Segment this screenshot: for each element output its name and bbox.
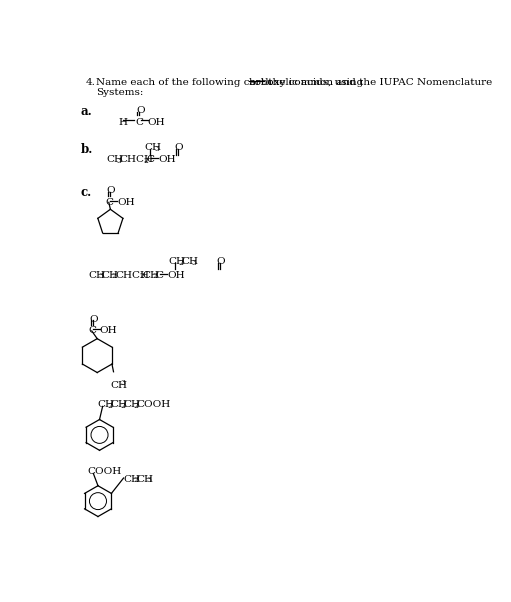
Text: 2: 2 (139, 273, 144, 281)
Text: the common and the IUPAC Nomenclature: the common and the IUPAC Nomenclature (265, 78, 492, 87)
Text: O: O (106, 186, 115, 195)
Text: 2: 2 (107, 402, 112, 410)
Text: 3: 3 (154, 144, 159, 153)
Text: 2: 2 (144, 157, 149, 165)
Text: C: C (88, 326, 96, 335)
Text: O: O (136, 106, 145, 115)
Text: Name each of the following carboxylic acids, using: Name each of the following carboxylic ac… (97, 78, 367, 87)
Text: CH: CH (142, 271, 159, 280)
Text: C: C (135, 117, 143, 126)
Text: 3: 3 (121, 379, 126, 388)
Text: both: both (249, 78, 273, 87)
Text: CH: CH (145, 143, 161, 152)
Text: CHCH: CHCH (120, 155, 154, 164)
Text: CHCH: CHCH (115, 271, 149, 280)
Text: a.: a. (81, 105, 92, 117)
Text: H: H (118, 117, 127, 126)
Text: O: O (217, 257, 225, 266)
Text: O: O (89, 315, 98, 324)
Text: CH: CH (97, 400, 114, 409)
Text: OH: OH (158, 155, 176, 164)
Text: 3: 3 (99, 273, 104, 281)
Text: CH: CH (89, 271, 106, 280)
Text: 3: 3 (117, 157, 122, 165)
Text: 2: 2 (178, 259, 183, 267)
Text: OH: OH (100, 326, 117, 335)
Text: CH: CH (110, 400, 127, 409)
Text: C: C (147, 155, 155, 164)
Text: 2: 2 (133, 477, 138, 485)
Text: CH: CH (124, 400, 141, 409)
Text: C: C (106, 197, 114, 206)
Text: 3: 3 (147, 477, 152, 485)
Text: 4.: 4. (85, 78, 96, 87)
Text: 2: 2 (121, 402, 125, 410)
Text: OH: OH (148, 117, 165, 126)
Text: CH: CH (169, 257, 185, 266)
Text: C: C (155, 271, 164, 280)
Text: CH: CH (102, 271, 119, 280)
Text: Systems:: Systems: (97, 88, 144, 97)
Text: CH: CH (106, 155, 124, 164)
Text: 2: 2 (152, 273, 157, 281)
Text: c.: c. (81, 186, 92, 199)
Text: OH: OH (118, 197, 135, 206)
Text: CH: CH (124, 475, 141, 484)
Text: O: O (175, 143, 183, 152)
Text: COOH: COOH (137, 400, 171, 409)
Text: b.: b. (81, 143, 94, 156)
Text: OH: OH (167, 271, 184, 280)
Text: 2: 2 (133, 402, 138, 410)
Text: COOH: COOH (87, 467, 122, 476)
Text: CH: CH (110, 381, 127, 390)
Text: CH: CH (137, 475, 154, 484)
Text: CH: CH (182, 257, 199, 266)
Text: 3: 3 (192, 259, 197, 267)
Text: 2: 2 (112, 273, 117, 281)
